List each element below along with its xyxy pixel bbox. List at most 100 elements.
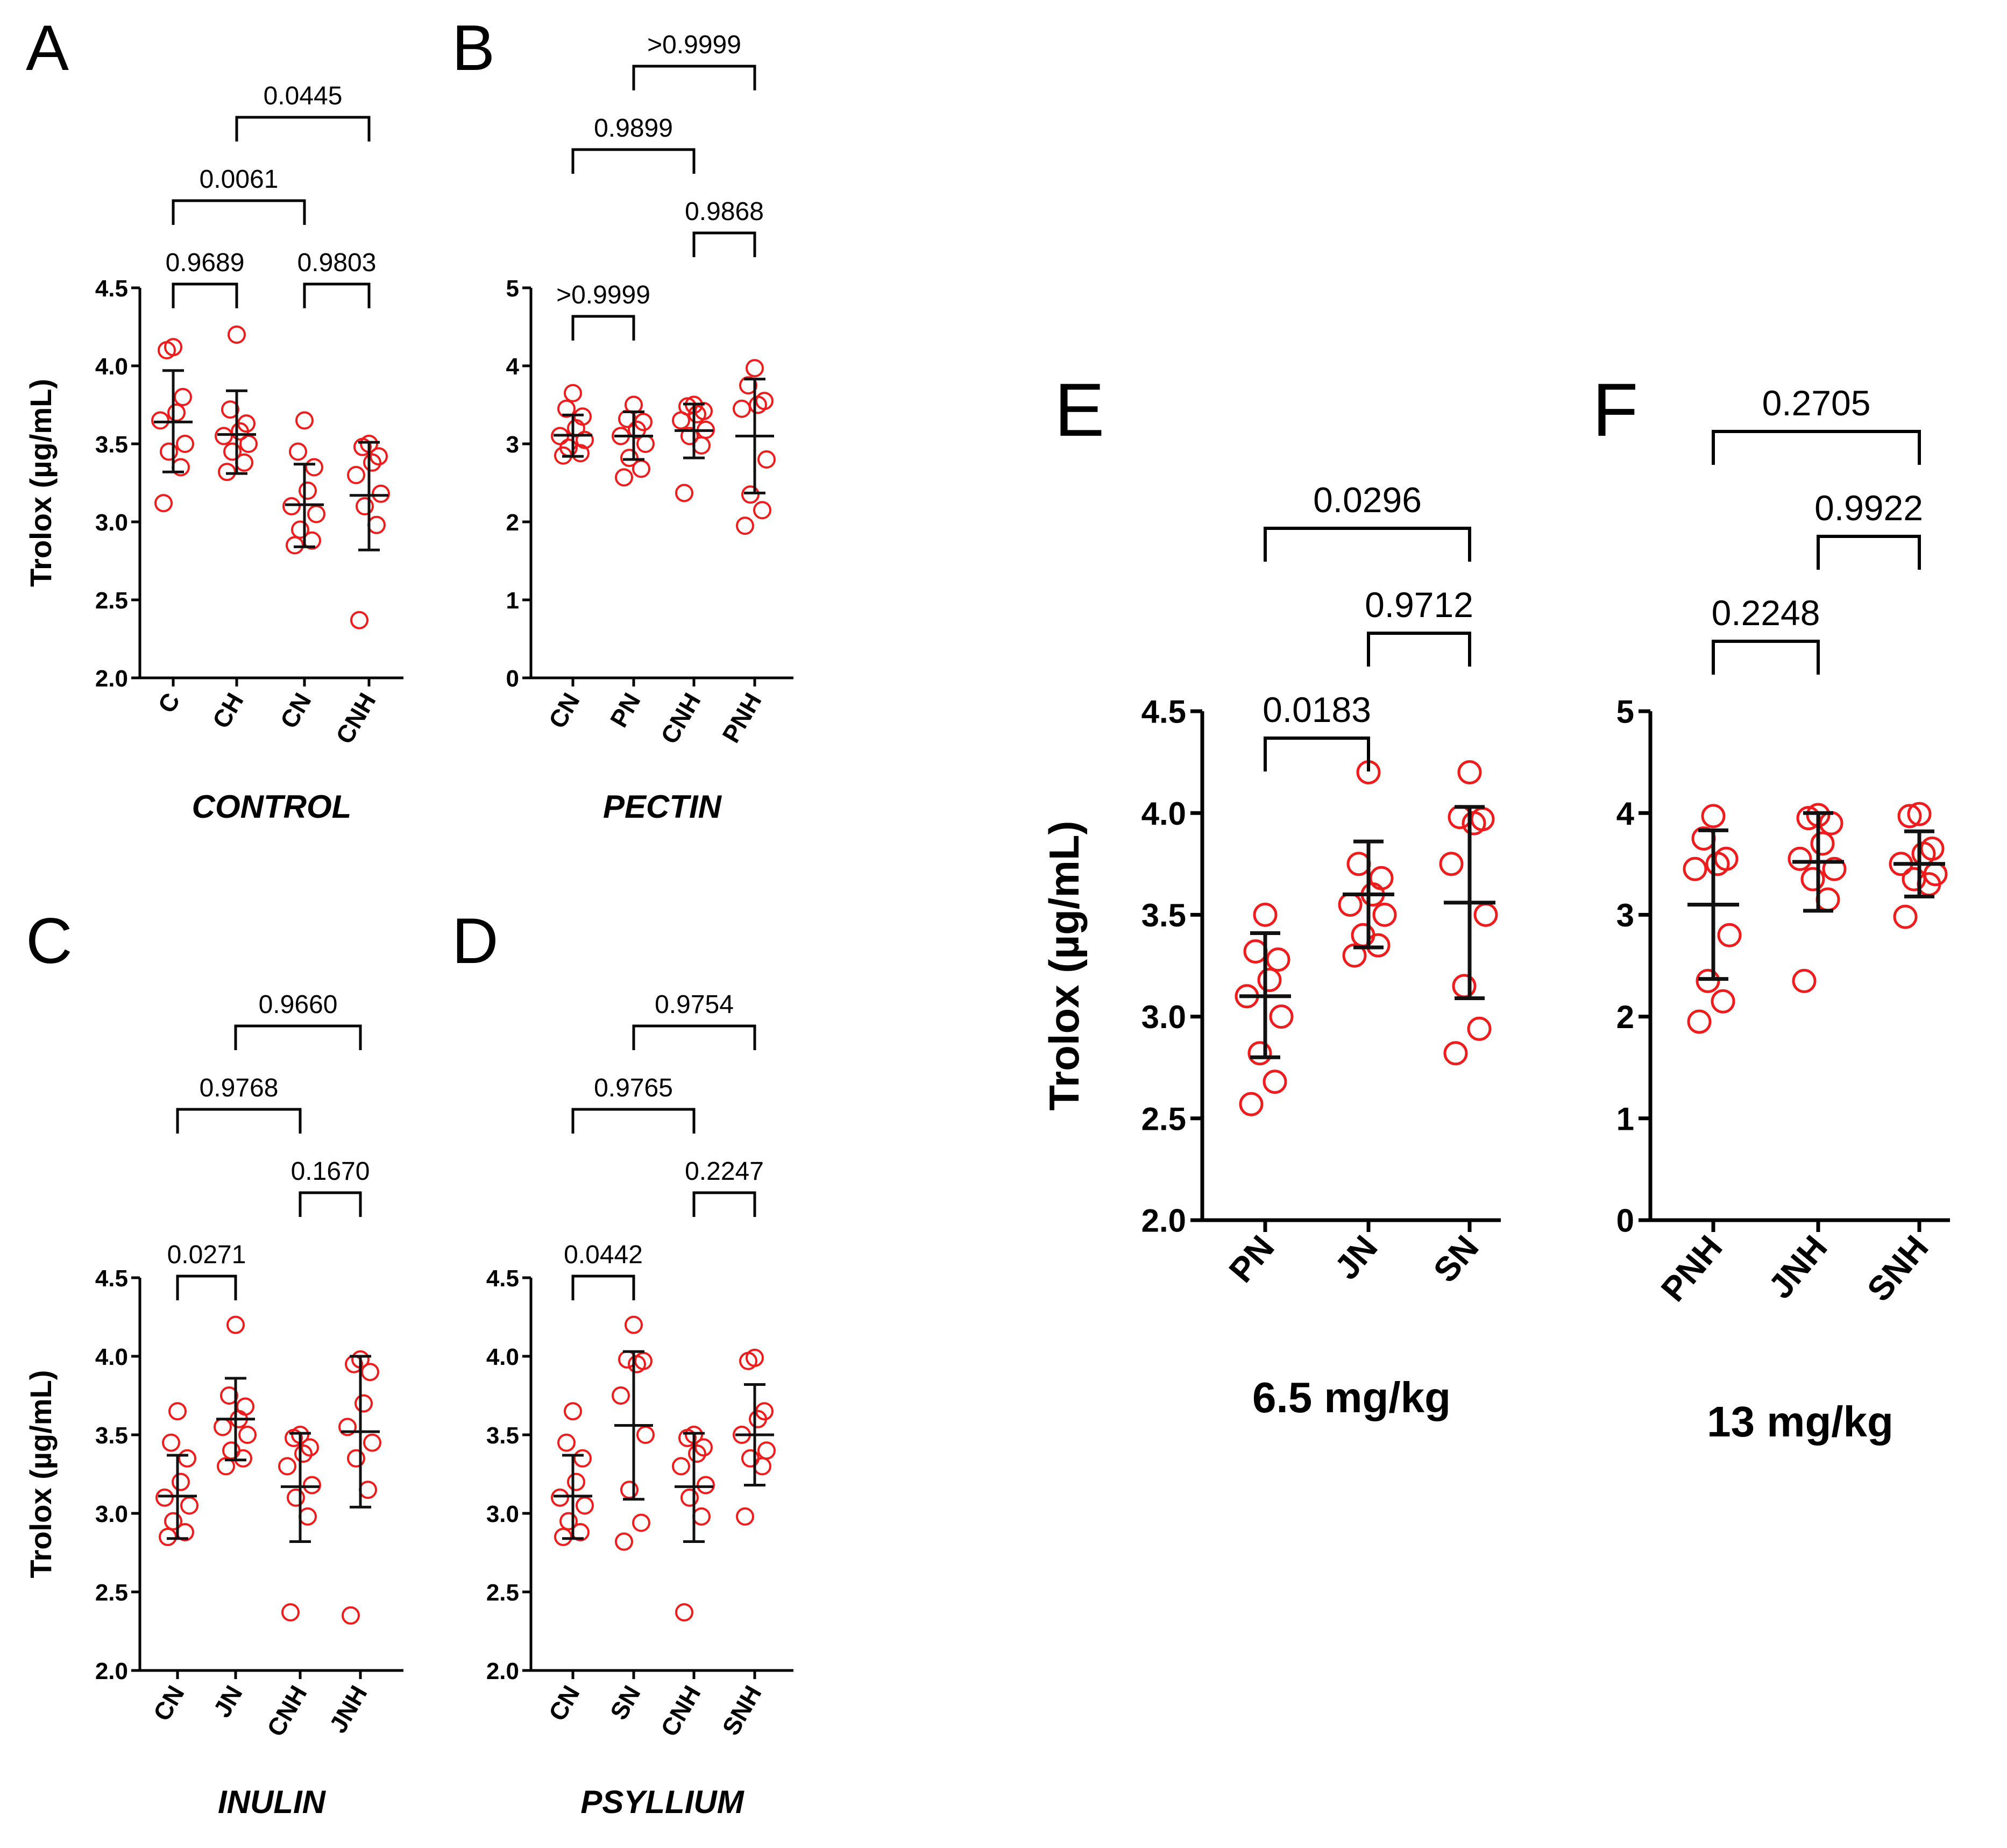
data-point (1263, 1070, 1287, 1094)
x-category-label: CNH (261, 1681, 313, 1741)
data-point (299, 1507, 317, 1526)
data-point (278, 1457, 296, 1476)
data-point (363, 1433, 381, 1452)
data-point (551, 1488, 569, 1507)
data-point (573, 407, 592, 426)
data-point (164, 338, 182, 357)
data-point (620, 449, 639, 468)
data-point (564, 384, 582, 402)
panel-a: A 2.0 2.5 3.0 3.5 4.0 4.5 Trolox (µg/mL) C CH CN CN… (24, 12, 403, 825)
data-point (295, 411, 314, 430)
data-point (632, 1513, 650, 1532)
data-point (370, 447, 388, 466)
data-point (736, 516, 754, 535)
y-tick-label: 4 (506, 353, 520, 380)
data-point (178, 1449, 196, 1468)
significance-bracket (692, 1191, 756, 1217)
data-point (564, 1402, 582, 1421)
data-point (1243, 939, 1268, 964)
significance-bracket (172, 282, 238, 308)
data-point (576, 1496, 594, 1515)
data-point (238, 1426, 257, 1444)
data-point (757, 450, 776, 469)
x-category-label: CN (543, 1681, 585, 1726)
data-point (1239, 1092, 1264, 1116)
data-point (347, 1449, 365, 1468)
y-tick-label: 1 (506, 587, 519, 614)
data-point (286, 536, 304, 555)
significance-bracket (692, 231, 756, 257)
data-point (287, 1488, 305, 1507)
y-tick-label: 2.5 (95, 587, 128, 614)
data-point (1253, 902, 1278, 927)
p-value-label: 0.9768 (200, 1074, 279, 1102)
y-tick-label: 3.0 (1141, 999, 1186, 1035)
data-point (672, 1457, 690, 1476)
data-point (160, 442, 178, 461)
x-category-label: SNH (1860, 1228, 1936, 1309)
data-point (307, 505, 325, 523)
panel-letter-a: A (26, 12, 69, 84)
data-point (1257, 967, 1282, 992)
p-value-label: 0.0061 (200, 165, 279, 194)
significance-bracket (571, 148, 696, 174)
y-tick-label: 3.5 (486, 1422, 519, 1449)
y-tick-label: 2.5 (1141, 1101, 1186, 1137)
x-category-label: CN (543, 688, 585, 733)
data-point (678, 397, 697, 416)
x-category-label: CNH (655, 1681, 706, 1741)
data-point (1893, 904, 1918, 929)
y-tick-label: 4 (1616, 796, 1635, 832)
group-title: 6.5 mg/kg (1252, 1373, 1451, 1421)
data-point (554, 1527, 572, 1546)
data-point (746, 359, 764, 378)
data-point (1717, 923, 1742, 947)
x-category-label: C (152, 688, 186, 718)
y-tick-label: 5 (506, 275, 519, 302)
panel-b: B 0 1 2 3 4 5 CN PN CNH PNH PECTIN >0.9999 0.9868 0.98… (452, 12, 793, 825)
p-value-label: >0.9999 (647, 31, 741, 59)
p-value-label: 0.9899 (594, 114, 673, 143)
data-point (299, 482, 317, 500)
y-tick-label: 0 (506, 665, 519, 692)
p-value-label: 0.9660 (259, 990, 338, 1019)
data-point (636, 1426, 655, 1444)
data-point (155, 1488, 174, 1507)
data-point (1683, 856, 1707, 881)
data-point (354, 1394, 373, 1413)
data-point (1822, 856, 1847, 881)
panel-letter-f: F (1592, 367, 1639, 452)
significance-bracket (172, 199, 306, 225)
p-value-label: 0.9712 (1365, 585, 1473, 625)
group-title: CONTROL (192, 789, 352, 825)
data-point (1701, 804, 1726, 829)
data-point (215, 427, 233, 445)
data-point (1338, 892, 1363, 917)
p-value-label: 0.2248 (1712, 593, 1820, 633)
data-point (680, 1488, 699, 1507)
data-point (217, 1457, 235, 1476)
data-point (1920, 836, 1945, 861)
data-point (176, 435, 194, 453)
y-tick-label: 2.0 (1141, 1203, 1186, 1239)
p-value-label: 0.9868 (685, 197, 764, 226)
significance-bracket (1817, 535, 1921, 570)
data-point (615, 468, 633, 487)
data-point (1369, 866, 1394, 890)
data-point (1711, 989, 1735, 1014)
data-point (615, 1532, 633, 1551)
data-point (1346, 852, 1371, 876)
data-point (1247, 1041, 1272, 1066)
data-point (303, 1476, 321, 1495)
p-value-label: 0.9803 (297, 249, 377, 277)
p-value-label: >0.9999 (556, 281, 650, 309)
data-point (1714, 846, 1739, 871)
x-category-label: SN (605, 1681, 646, 1724)
y-tick-label: 4.0 (95, 1344, 128, 1370)
data-point (350, 611, 368, 629)
y-tick-label: 0 (1616, 1203, 1634, 1239)
x-category-label: JNH (1761, 1228, 1834, 1306)
data-point (1448, 805, 1472, 830)
data-point (164, 1512, 182, 1531)
